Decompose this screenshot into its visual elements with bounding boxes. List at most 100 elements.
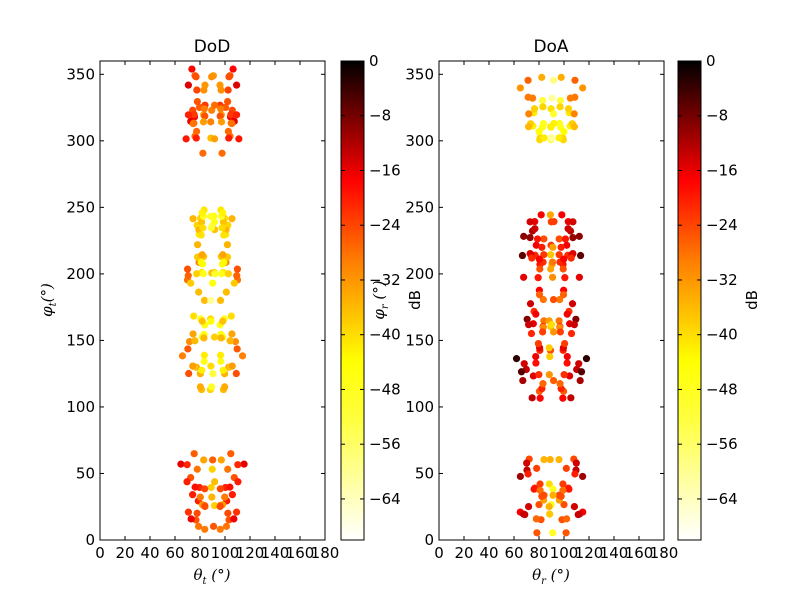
doa-point (560, 371, 568, 379)
dod-point (232, 369, 240, 378)
dod-point (199, 149, 207, 157)
dod-point (217, 118, 226, 126)
doa-point (528, 394, 536, 402)
dod-colorbar (340, 60, 365, 541)
doa-point (568, 300, 577, 308)
doa-y-tick-label: 250 (405, 198, 434, 216)
dod-point (198, 209, 206, 217)
doa-point (531, 225, 539, 233)
doa-point (563, 352, 571, 361)
dod-point (216, 112, 224, 120)
doa-axes-frame (438, 60, 665, 541)
dod-cb-tick-label: −16 (369, 161, 401, 179)
doa-point (526, 234, 534, 242)
dod-point (208, 465, 216, 473)
doa-point (563, 515, 571, 523)
doa-cb-tick-label: −8 (706, 107, 728, 125)
dod-point (228, 330, 236, 338)
dod-point (189, 330, 197, 338)
doa-x-tick-label: 180 (650, 544, 679, 562)
dod-point (197, 258, 205, 266)
doa-point (525, 110, 533, 118)
doa-point (517, 368, 526, 376)
dod-x-tick-label: 40 (140, 544, 159, 562)
doa-point (526, 300, 535, 308)
doa-point (532, 359, 540, 367)
doa-point (561, 274, 569, 282)
doa-point (546, 123, 555, 131)
dod-point (234, 461, 242, 469)
doa-point (557, 243, 565, 251)
dod-point (201, 81, 209, 89)
doa-point (520, 273, 528, 281)
doa-point (538, 243, 546, 251)
dod-point (207, 317, 215, 325)
dod-points (177, 65, 248, 533)
dod-y-tick-label: 0 (85, 531, 95, 549)
doa-point (548, 94, 556, 102)
dod-point (228, 120, 236, 128)
doa-point (563, 241, 571, 249)
dod-point (224, 465, 232, 473)
doa-point (562, 464, 570, 472)
doa-point (540, 317, 548, 325)
doa-point (563, 310, 571, 318)
doa-point (555, 251, 563, 259)
dod-point (230, 279, 238, 287)
dod-point (199, 224, 207, 232)
doa-point (547, 133, 555, 142)
doa-point (528, 254, 536, 262)
doa-point (570, 110, 578, 118)
doa-cb-tick-label: −48 (706, 380, 738, 398)
doa-point (547, 251, 555, 259)
dod-y-tick-label: 350 (66, 65, 95, 83)
dod-point (184, 508, 193, 516)
dod-point (194, 522, 203, 530)
dod-point (228, 491, 236, 499)
dod-point (198, 218, 206, 226)
doa-point (540, 235, 548, 243)
doa-point (567, 329, 576, 338)
doa-point (566, 372, 574, 380)
dod-point (198, 317, 206, 325)
dod-cb-tick-label: −64 (369, 490, 401, 508)
doa-point (560, 128, 568, 136)
dod-x-label: θt (°) (193, 566, 230, 587)
dod-x-tick-label: 140 (261, 544, 290, 562)
dod-point (218, 149, 226, 157)
dod-point (219, 317, 227, 325)
dod-point (217, 270, 226, 278)
doa-colorbar (677, 60, 702, 541)
doa-point (549, 328, 558, 336)
doa-point (546, 211, 554, 219)
doa-point (524, 93, 532, 101)
doa-point (562, 529, 570, 537)
dod-point (227, 450, 235, 458)
doa-point (556, 328, 564, 336)
doa-y-tick-label: 200 (405, 265, 434, 283)
dod-point (208, 493, 216, 501)
dod-point (227, 110, 235, 119)
dod-point (216, 485, 224, 493)
doa-point (548, 273, 557, 281)
dod-cb-tick-label: −56 (369, 435, 401, 453)
dod-point (190, 312, 198, 320)
dod-point (222, 522, 231, 530)
dod-point (228, 362, 236, 370)
dod-point (207, 362, 215, 370)
doa-point (559, 265, 567, 273)
dod-x-tick-label: 0 (95, 544, 105, 562)
doa-point (518, 251, 527, 260)
dod-point (200, 334, 208, 342)
dod-point (189, 120, 197, 128)
doa-point (549, 376, 558, 385)
doa-point (549, 491, 557, 499)
doa-point (564, 225, 572, 233)
doa-point (579, 472, 587, 481)
doa-colorbar-ticks: 0 −8 −16 −24 −32 −40 −48 −56 −64 (678, 52, 738, 508)
doa-x-tick-label: 140 (600, 544, 629, 562)
dod-point (187, 515, 195, 523)
